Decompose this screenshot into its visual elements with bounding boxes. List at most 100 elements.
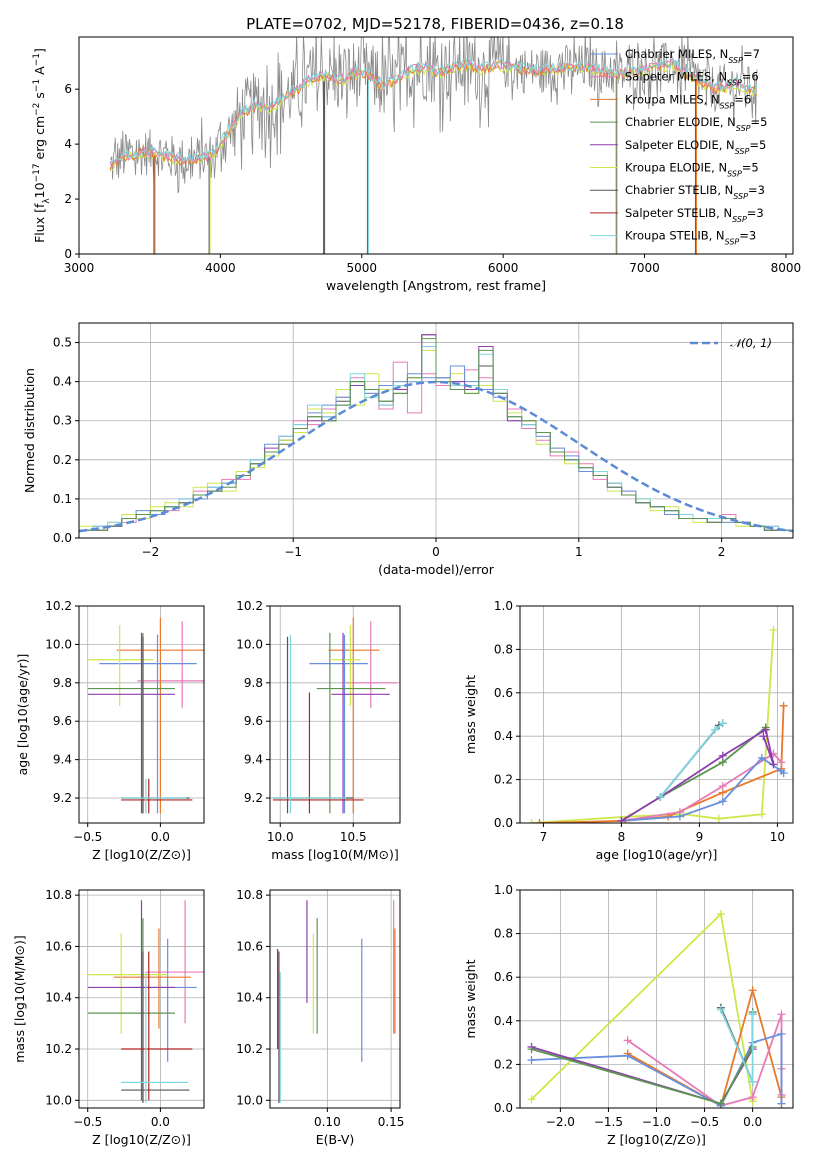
normal-curve-line xyxy=(79,380,793,533)
x-tick-label: 10.5 xyxy=(340,830,367,844)
y-tick-label: 4 xyxy=(64,137,72,151)
x-tick-label: 0.0 xyxy=(151,1115,170,1129)
y-axis-label: Normed distribution xyxy=(22,368,37,493)
plot-frame xyxy=(78,322,794,539)
y-tick-label: 0.1 xyxy=(53,492,72,506)
x-tick-label: 10 xyxy=(770,830,785,844)
massweight-vs-age-panel: 7 8 9 10 0.0 0.2 0.4 0.6 0.8 1.0 age [log10(age/yr… xyxy=(463,599,794,862)
plot-frame xyxy=(519,605,794,824)
age-vs-mass-panel: 10.0 10.5 9.2 9.4 9.6 9.8 10.0 10.2 mass [log10(… xyxy=(236,599,401,862)
series-marker xyxy=(748,1093,757,1102)
x-axis-label: (data-model)/error xyxy=(378,562,495,577)
plot-area xyxy=(527,625,788,823)
series-marker xyxy=(779,769,788,778)
series-marker xyxy=(716,1005,725,1014)
series-marker xyxy=(716,1099,725,1108)
x-tick-label: 4000 xyxy=(205,261,236,275)
y-tick-label: 0.4 xyxy=(53,375,72,389)
x-axis-label: Z [log10(Z/Z⊙)] xyxy=(92,847,191,862)
x-tick-label: 1 xyxy=(575,545,583,559)
series-marker xyxy=(757,753,766,762)
y-tick-label: 10.0 xyxy=(45,637,72,651)
series-line xyxy=(531,629,775,823)
series-marker xyxy=(527,1056,536,1065)
series-marker xyxy=(718,797,727,806)
y-tick-label: 10.2 xyxy=(236,1042,263,1056)
mass-vs-ebv-panel: 0.10 0.15 10.0 10.2 10.4 10.6 10.8 E(B-V) xyxy=(236,888,404,1147)
series-marker xyxy=(748,1010,757,1019)
y-tick-label: 9.2 xyxy=(244,791,263,805)
y-tick-label: 0.4 xyxy=(494,729,513,743)
x-axis-label: E(B-V) xyxy=(316,1132,355,1147)
y-tick-label: 9.6 xyxy=(244,714,263,728)
legend-label: Salpeter STELIB, NSSP=3 xyxy=(625,206,764,224)
legend-label: Chabrier MILES, NSSP=7 xyxy=(625,47,760,65)
y-tick-label: 0.6 xyxy=(494,970,513,984)
plot-frame xyxy=(269,889,401,1109)
x-axis-label: wavelength [Angstrom, rest frame] xyxy=(326,278,546,293)
y-tick-label: 10.2 xyxy=(236,599,263,613)
y-tick-label: 10.6 xyxy=(45,939,72,953)
legend-label: Chabrier STELIB, NSSP=3 xyxy=(625,183,765,201)
series-line xyxy=(531,1012,754,1105)
y-tick-label: 9.8 xyxy=(53,676,72,690)
histogram-step-line xyxy=(79,338,793,538)
series-marker xyxy=(716,909,725,918)
x-tick-label: 10.0 xyxy=(267,830,294,844)
plot-frame xyxy=(78,605,205,824)
y-tick-label: 0.8 xyxy=(494,642,513,656)
age-vs-metallicity-panel: −0.5 0.0 9.2 9.4 9.6 9.8 10.0 10.2 Z [log10(Z/Z⊙… xyxy=(15,599,205,862)
y-tick-label: 0.0 xyxy=(53,531,72,545)
series-marker xyxy=(617,816,626,823)
y-tick-label: 6 xyxy=(64,82,72,96)
spectrum-panel: 3000 4000 5000 6000 7000 8000 0 2 4 6 wavelength [… xyxy=(32,36,801,293)
plot-frame xyxy=(78,36,794,255)
series-marker xyxy=(623,1036,632,1045)
series-marker xyxy=(623,1051,632,1060)
legend-label: Kroupa ELODIE, NSSP=5 xyxy=(625,161,759,179)
x-tick-label: 7 xyxy=(540,830,548,844)
series-marker xyxy=(535,819,544,823)
mass-vs-metallicity-panel: −0.5 0.0 10.0 10.2 10.4 10.6 10.8 Z [log10(Z/Z⊙… xyxy=(12,888,205,1147)
x-axis-label: Z [log10(Z/Z⊙)] xyxy=(92,1132,191,1147)
y-tick-label: 10.8 xyxy=(45,888,72,902)
x-tick-label: 5000 xyxy=(346,261,377,275)
plot-area xyxy=(272,617,398,814)
series-marker xyxy=(718,782,727,791)
x-tick-label: 0.0 xyxy=(151,830,170,844)
series-marker xyxy=(769,625,778,634)
x-tick-label: −0.5 xyxy=(690,1115,719,1129)
plot-area xyxy=(87,617,204,814)
series-line xyxy=(621,756,785,822)
y-tick-label: 0.4 xyxy=(494,1014,513,1028)
plot-area xyxy=(277,900,396,1103)
x-tick-label: −0.5 xyxy=(73,1115,102,1129)
legend-label: Salpeter MILES, NSSP=6 xyxy=(625,70,759,88)
x-tick-label: 0 xyxy=(432,545,440,559)
legend-label: Kroupa STELIB, NSSP=3 xyxy=(625,229,756,247)
y-axis-label: mass weight xyxy=(463,959,478,1038)
y-tick-label: 0.2 xyxy=(494,773,513,787)
y-axis-label: age [log10(age/yr)] xyxy=(15,654,30,776)
x-tick-label: −2 xyxy=(142,545,160,559)
x-tick-label: −0.5 xyxy=(73,830,102,844)
series-marker xyxy=(711,725,719,734)
series-marker xyxy=(777,1010,786,1019)
legend-label: Chabrier ELODIE, NSSP=5 xyxy=(625,115,767,133)
x-tick-label: 6000 xyxy=(488,261,519,275)
series-marker xyxy=(777,758,786,767)
y-axis-label: mass weight xyxy=(463,675,478,754)
x-tick-label: −2.0 xyxy=(546,1115,575,1129)
series-marker xyxy=(777,1099,786,1108)
series-marker xyxy=(761,725,770,734)
massweight-vs-metallicity-panel: −2.0 −1.5 −1.0 −0.5 0.0 0.0 0.2 0.4 0.6 0.8 1.0 Z [… xyxy=(463,883,794,1147)
series-marker xyxy=(527,1045,536,1054)
series-marker xyxy=(777,1029,786,1038)
y-tick-label: 9.2 xyxy=(53,791,72,805)
y-tick-label: 2 xyxy=(64,192,72,206)
y-tick-label: 10.6 xyxy=(236,939,263,953)
legend-label: Salpeter ELODIE, NSSP=5 xyxy=(625,138,766,156)
series-line xyxy=(539,705,785,823)
y-tick-label: 10.0 xyxy=(236,1093,263,1107)
y-tick-label: 9.4 xyxy=(53,753,72,767)
